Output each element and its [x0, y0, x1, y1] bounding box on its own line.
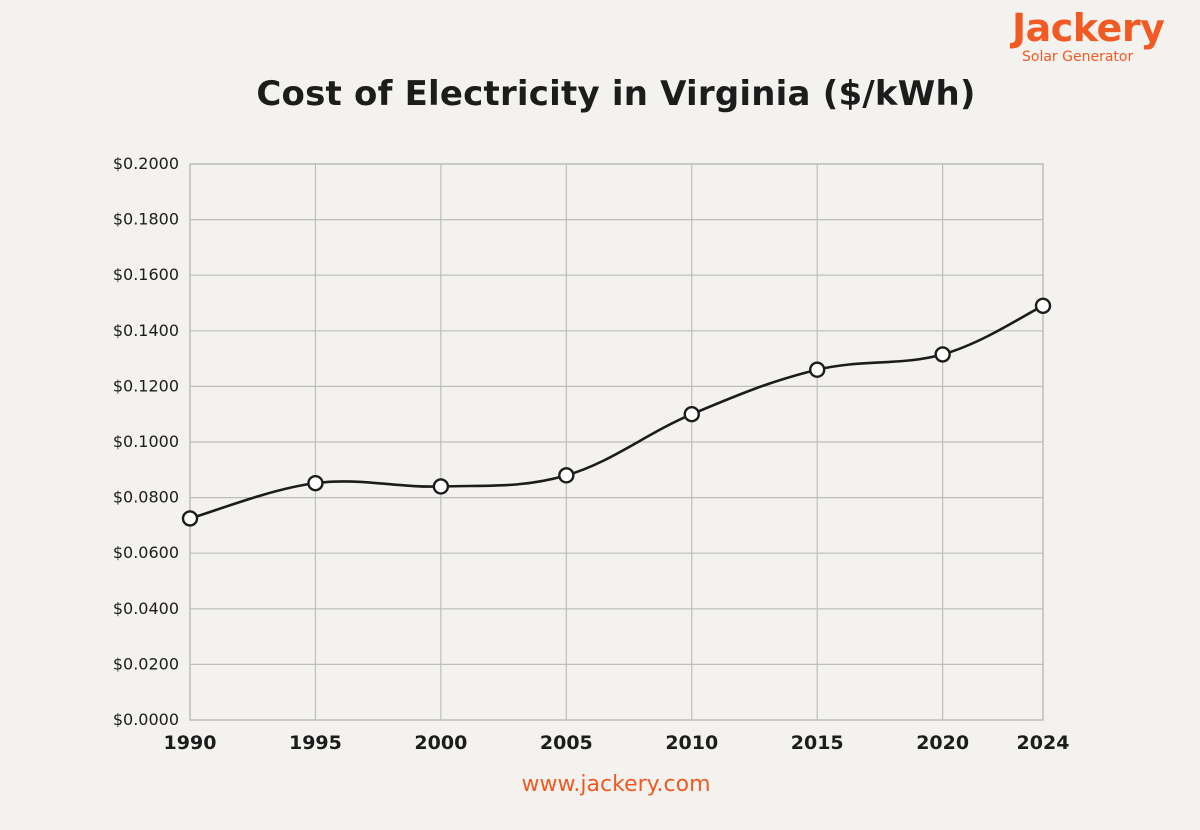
y-tick-label: $0.0200: [113, 654, 179, 673]
y-tick-label: $0.0400: [113, 599, 179, 618]
data-point: [558, 467, 575, 484]
brand-logo: Jackery Solar Generator: [1012, 6, 1192, 65]
data-points: [181, 297, 1052, 527]
y-tick-label: $0.1800: [113, 210, 179, 229]
x-tick-label: 2005: [540, 732, 593, 754]
data-point: [181, 510, 199, 527]
y-tick-label: $0.0000: [113, 710, 179, 729]
x-tick-label: 1990: [164, 732, 217, 754]
y-tick-label: $0.0800: [113, 488, 179, 507]
brand-tagline: Solar Generator: [1022, 49, 1134, 65]
data-point: [1034, 297, 1052, 314]
data-point: [809, 361, 826, 378]
x-tick-label: 2015: [791, 732, 844, 754]
y-tick-label: $0.1400: [113, 321, 179, 340]
website-url[interactable]: www.jackery.com: [521, 772, 711, 797]
x-tick-label: 2020: [916, 732, 969, 754]
x-tick-label: 2000: [414, 732, 467, 754]
series-line: [188, 304, 1045, 520]
y-axis-tick-labels: $0.0000 $0.0200 $0.0400 $0.0600 $0.0800 $0.10…: [113, 154, 179, 729]
y-tick-label: $0.1600: [113, 265, 179, 284]
y-tick-label: $0.2000: [113, 154, 179, 173]
gridlines: [189, 163, 1044, 721]
x-tick-label: 2010: [665, 732, 718, 754]
y-tick-label: $0.1000: [113, 432, 179, 451]
data-point: [683, 406, 700, 423]
data-series: [188, 304, 1045, 520]
x-axis-tick-labels: 1990 1995 2000 2005 2010 2015 2020 2024: [164, 732, 1070, 754]
data-point: [307, 474, 324, 492]
y-tick-label: $0.1200: [113, 376, 179, 395]
x-tick-label: 1995: [289, 732, 342, 754]
chart-title: Cost of Electricity in Virginia ($/kWh): [256, 74, 976, 114]
plot-frame: [189, 163, 1044, 721]
data-point: [934, 346, 951, 363]
y-tick-label: $0.0600: [113, 543, 179, 562]
brand-name: Jackery: [1012, 6, 1165, 50]
x-tick-label: 2024: [1017, 732, 1070, 754]
data-point: [432, 478, 450, 495]
